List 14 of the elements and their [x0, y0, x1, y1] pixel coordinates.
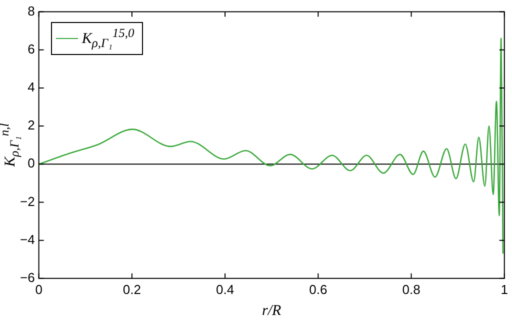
- x-tick-label: 1: [500, 282, 508, 297]
- y-tick-label: 8: [28, 3, 35, 18]
- y-tick-label: 4: [28, 80, 35, 95]
- y-tick-label: 2: [28, 118, 35, 133]
- x-tick-label: 0.8: [402, 282, 420, 297]
- y-tick-label: −6: [20, 270, 35, 285]
- x-tick-label: 0.2: [122, 282, 141, 297]
- x-axis-title: r/R: [262, 302, 282, 319]
- x-tick-label: 0.4: [216, 282, 234, 297]
- y-tick-label: 6: [28, 41, 35, 56]
- x-tick-label: 0.6: [309, 282, 328, 297]
- y-tick-label: −4: [20, 232, 35, 247]
- y-tick-label: −2: [20, 194, 35, 209]
- y-tick-label: 0: [28, 156, 35, 171]
